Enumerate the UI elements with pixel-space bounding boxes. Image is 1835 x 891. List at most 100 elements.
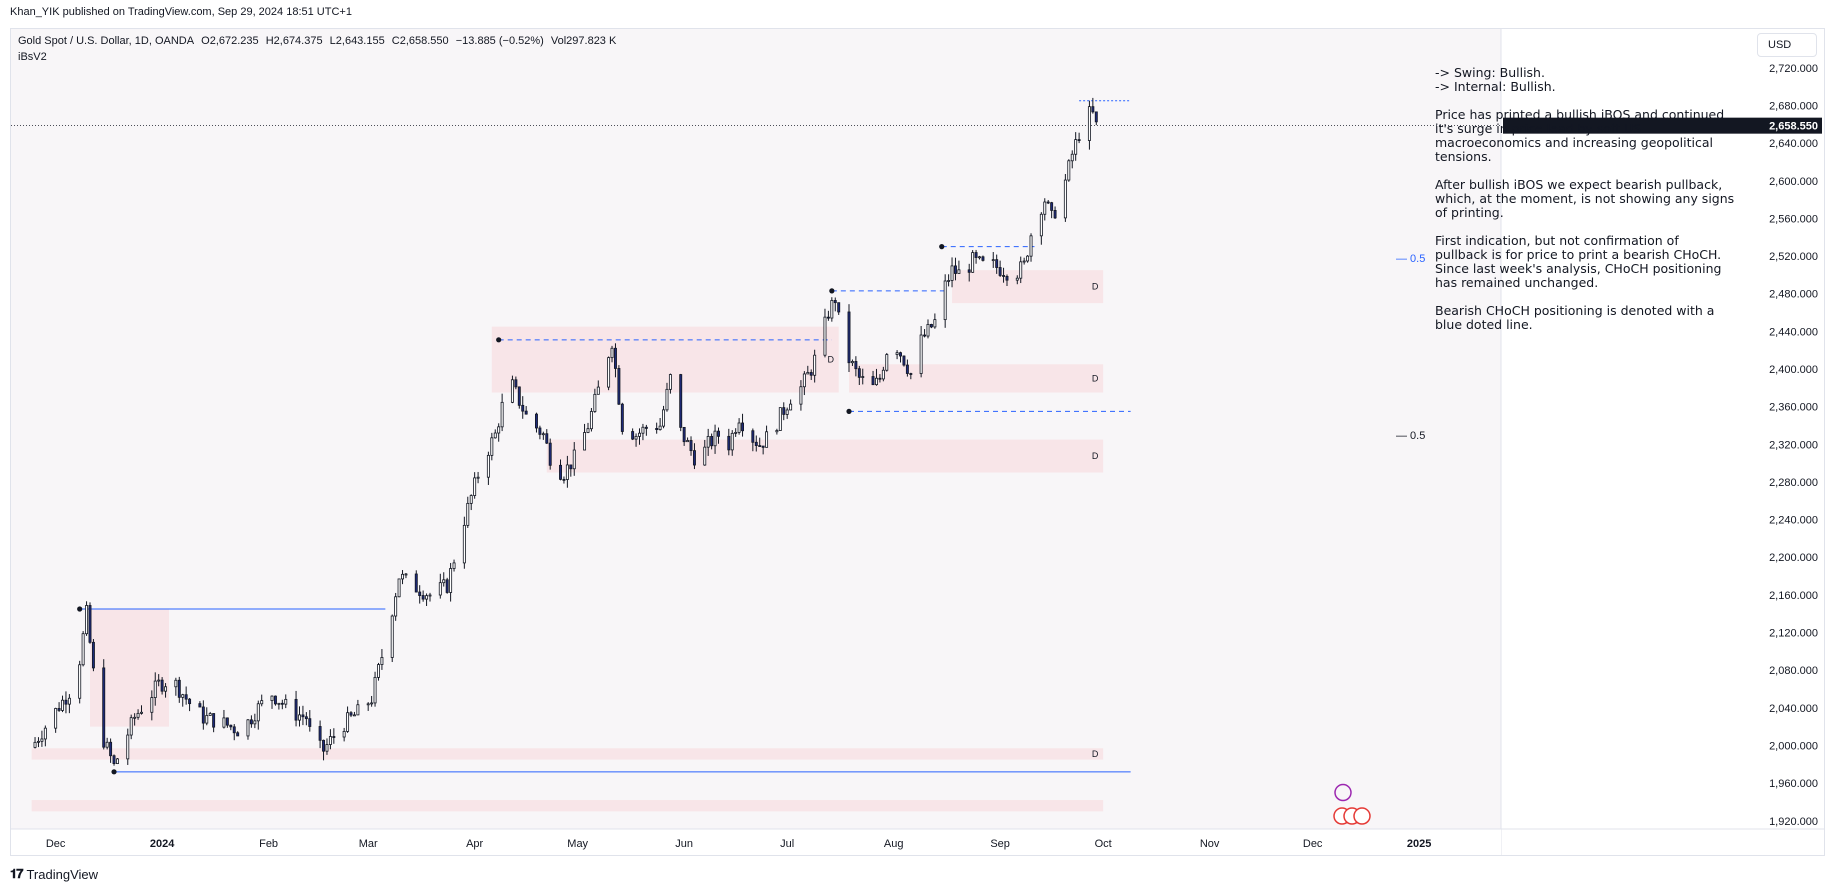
candle-body	[442, 579, 446, 584]
x-tick-label: Jul	[780, 838, 794, 850]
ohlc-close: C2,658.550	[391, 35, 449, 47]
candle-body	[607, 357, 611, 388]
zone-label: D	[827, 355, 834, 365]
candle-body	[160, 679, 164, 692]
x-tick-label: Feb	[259, 838, 278, 850]
candle-body	[140, 711, 143, 714]
candle-body	[304, 716, 308, 720]
candle-body	[352, 714, 356, 717]
swing-point	[111, 769, 117, 775]
candle-body	[390, 615, 394, 658]
candle-body	[198, 703, 202, 708]
x-tick-label: Dec	[46, 838, 66, 850]
candle-body	[850, 361, 854, 364]
candle-body	[425, 595, 429, 600]
candle-body	[380, 657, 384, 665]
candle-body	[933, 319, 937, 328]
candle-body	[57, 708, 61, 711]
y-tick-label: 2,720.000	[1769, 63, 1818, 75]
y-tick-label: 2,160.000	[1769, 590, 1818, 602]
candle-body	[662, 409, 666, 427]
candle-body	[270, 695, 274, 702]
candle-body	[902, 355, 906, 366]
candle-body	[253, 720, 257, 725]
candle-body	[785, 409, 789, 415]
candle-body	[730, 432, 734, 451]
candle-body	[61, 699, 64, 711]
candle-body	[394, 596, 398, 617]
candle-body	[43, 727, 47, 740]
candle-body	[909, 373, 913, 375]
price-chart[interactable]: D D D D D — 0.5 — 0.5 2,720.000 2,680.000 2,640…	[11, 29, 1825, 856]
candle-body	[565, 464, 569, 480]
candle-body	[617, 368, 621, 405]
candle-body	[1087, 106, 1091, 141]
candle-body	[521, 404, 525, 412]
currency-button[interactable]: USD	[1757, 33, 1817, 57]
event-bolt-icon	[1334, 783, 1352, 802]
candle-body	[201, 706, 205, 724]
indicator-label[interactable]: iBsV2	[18, 51, 47, 63]
candles-layer	[33, 97, 1098, 766]
symbol-title: Gold Spot / U.S. Dollar, 1D, OANDA	[18, 35, 195, 47]
candle-body	[665, 388, 669, 411]
candle-body	[1091, 106, 1095, 113]
candle-body	[895, 352, 899, 355]
candle-body	[473, 477, 477, 496]
candle-body	[109, 741, 113, 757]
candle-body	[88, 605, 92, 643]
candle-body	[644, 426, 648, 429]
candle-body	[541, 433, 545, 436]
candle-body	[342, 731, 346, 738]
candle-body	[308, 718, 312, 727]
candle-body	[871, 376, 875, 386]
candle-body	[177, 679, 181, 698]
candle-body	[727, 435, 731, 451]
candle-body	[1043, 201, 1047, 215]
candle-body	[741, 422, 745, 432]
candle-body	[112, 755, 116, 764]
candle-body	[428, 594, 432, 597]
x-tick-label: May	[567, 838, 588, 850]
demand-zone	[89, 609, 169, 727]
candle-body	[971, 252, 975, 273]
x-tick-label: Oct	[1095, 838, 1112, 850]
candle-body	[586, 428, 590, 433]
candle-body	[280, 702, 284, 705]
candle-body	[246, 719, 250, 737]
price-axis	[1501, 29, 1824, 855]
demand-zone	[849, 364, 1104, 393]
ohlc-change: −13.885 (−0.52%)	[455, 35, 544, 47]
candle-body	[85, 605, 89, 635]
candle-body	[64, 699, 68, 705]
candle-body	[366, 703, 370, 706]
candle-body	[778, 407, 782, 431]
candle-body	[325, 744, 329, 752]
candle-body	[188, 698, 192, 705]
candle-body	[692, 450, 696, 466]
candle-body	[1022, 260, 1026, 263]
candle-body	[236, 732, 240, 737]
candle-body	[1002, 275, 1006, 277]
candle-body	[377, 664, 380, 678]
candle-body	[298, 714, 301, 721]
chart-frame[interactable]: D D D D D — 0.5 — 0.5 2,720.000 2,680.000 2,640…	[10, 28, 1825, 856]
candle-body	[249, 719, 253, 725]
tradingview-logo[interactable]: 𝟏𝟕 TradingView	[10, 866, 98, 882]
candle-body	[782, 407, 786, 415]
candle-body	[734, 431, 738, 434]
swing-point	[829, 288, 835, 294]
candle-body	[905, 364, 909, 374]
candle-body	[631, 431, 635, 440]
zone-label: D	[1092, 749, 1099, 759]
candle-body	[37, 740, 40, 743]
y-tick-label: 2,280.000	[1769, 477, 1818, 489]
candle-body	[538, 427, 542, 435]
candle-body	[878, 377, 882, 380]
candle-body	[91, 641, 95, 669]
ohlc-open: O2,672.235	[201, 35, 259, 47]
axis-layer: 2,720.000 2,680.000 2,640.000 2,600.000 2,56…	[11, 29, 1824, 855]
analysis-para-1: Price has printed a bullish iBOS and con…	[1435, 107, 1725, 164]
candle-body	[157, 679, 161, 682]
candle-body	[318, 726, 322, 741]
